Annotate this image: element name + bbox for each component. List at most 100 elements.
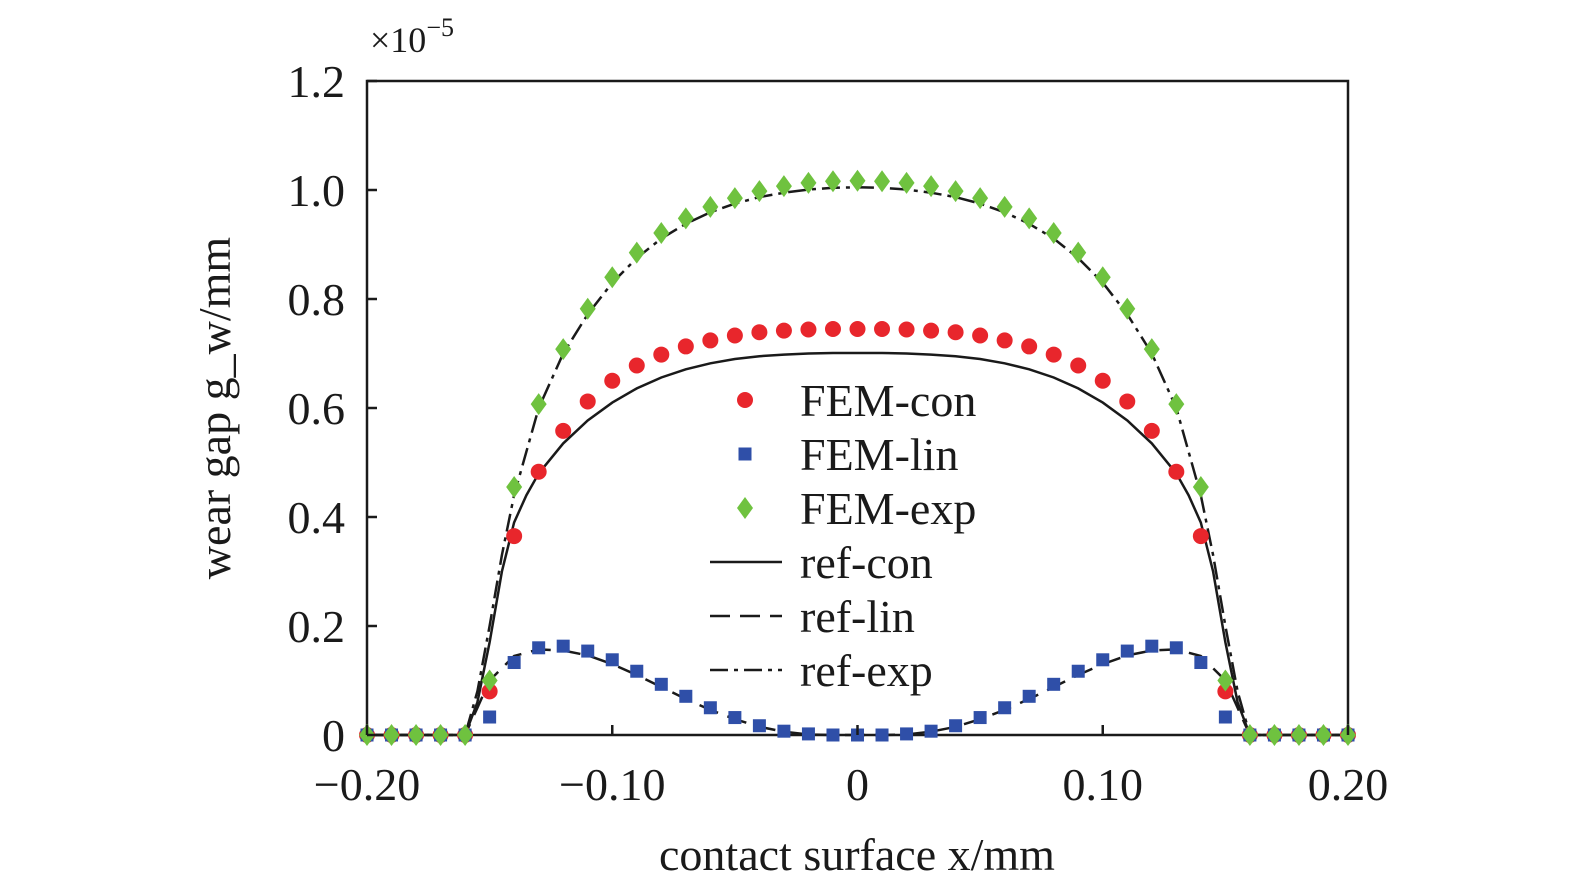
x-tick-label: 0.10 — [1063, 759, 1144, 810]
data-point-FEM-con — [1143, 422, 1160, 439]
data-point-FEM-lin — [1218, 710, 1232, 724]
data-point-FEM-exp — [1168, 393, 1185, 416]
data-point-FEM-exp — [751, 180, 768, 203]
data-point-FEM-exp — [1119, 297, 1136, 320]
data-point-FEM-con — [947, 324, 964, 341]
data-point-FEM-con — [775, 322, 792, 339]
legend-label: FEM-con — [800, 375, 976, 426]
data-point-FEM-exp — [1315, 724, 1332, 746]
data-point-FEM-exp — [457, 724, 474, 746]
y-tick-label: 0 — [322, 710, 345, 761]
data-point-FEM-exp — [1045, 222, 1062, 245]
data-point-FEM-lin — [777, 724, 791, 738]
data-point-FEM-lin — [1169, 641, 1183, 655]
legend-label: ref-lin — [800, 591, 915, 642]
data-point-FEM-con — [1070, 357, 1087, 374]
data-point-FEM-exp — [1192, 476, 1209, 499]
y-tick-label: 0.8 — [288, 274, 346, 325]
data-point-FEM-con — [628, 357, 645, 374]
data-point-FEM-lin — [752, 719, 766, 733]
data-point-FEM-con — [1119, 393, 1136, 410]
data-point-FEM-con — [972, 327, 989, 344]
data-point-FEM-con — [923, 322, 940, 339]
data-point-FEM-exp — [383, 724, 400, 746]
data-point-FEM-lin — [949, 719, 963, 733]
legend-marker-FEM-lin — [738, 447, 752, 461]
legend-item-FEM-exp: FEM-exp — [737, 483, 976, 534]
data-point-FEM-con — [677, 338, 694, 355]
data-point-FEM-lin — [1120, 644, 1134, 658]
data-point-FEM-con — [506, 528, 523, 545]
data-point-FEM-exp — [1266, 724, 1283, 746]
data-point-FEM-con — [1021, 338, 1038, 355]
data-point-FEM-con — [800, 321, 817, 338]
data-point-FEM-exp — [947, 180, 964, 203]
data-point-FEM-lin — [1096, 653, 1110, 667]
data-point-FEM-lin — [654, 677, 668, 691]
y-scale-exponent: −5 — [426, 13, 454, 42]
data-point-FEM-lin — [703, 701, 717, 715]
data-point-FEM-con — [849, 320, 866, 337]
data-point-FEM-lin — [998, 701, 1012, 715]
x-tick-label: 0 — [846, 759, 869, 810]
data-point-FEM-exp — [726, 187, 743, 210]
data-point-FEM-exp — [653, 222, 670, 245]
data-point-FEM-exp — [923, 175, 940, 198]
data-point-FEM-exp — [996, 195, 1013, 218]
data-point-FEM-exp — [432, 724, 449, 746]
data-point-FEM-lin — [826, 728, 840, 742]
y-tick-label: 0.4 — [288, 492, 346, 543]
legend-label: FEM-lin — [800, 429, 958, 480]
data-point-FEM-exp — [1241, 724, 1258, 746]
data-point-FEM-exp — [1290, 724, 1307, 746]
data-point-FEM-exp — [800, 171, 817, 194]
y-tick-label: 1.0 — [288, 165, 346, 216]
data-point-FEM-lin — [875, 728, 889, 742]
legend: FEM-conFEM-linFEM-expref-conref-linref-e… — [710, 375, 976, 696]
x-tick-label: −0.10 — [559, 759, 665, 810]
data-point-FEM-lin — [973, 711, 987, 725]
data-point-FEM-con — [1192, 528, 1209, 545]
data-point-FEM-exp — [1217, 669, 1234, 692]
x-tick-label: 0.20 — [1308, 759, 1389, 810]
data-point-FEM-exp — [824, 170, 841, 193]
legend-marker-FEM-exp — [737, 497, 753, 519]
data-point-FEM-lin — [1194, 656, 1208, 670]
series-line-ref-con — [367, 351, 1348, 737]
data-point-FEM-exp — [1143, 338, 1160, 361]
data-point-FEM-exp — [1094, 266, 1111, 289]
data-point-FEM-con — [702, 332, 719, 349]
data-point-FEM-lin — [1145, 639, 1159, 653]
tick-layer: −0.20 −0.10 0 0.10 0.20 0 0.2 0.4 0.6 0.8 1.0 1.2 — [288, 56, 1389, 810]
data-point-FEM-lin — [924, 724, 938, 738]
data-point-FEM-exp — [874, 170, 891, 193]
data-point-FEM-exp — [506, 476, 523, 499]
data-point-FEM-con — [824, 320, 841, 337]
data-point-FEM-con — [874, 320, 891, 337]
data-point-FEM-exp — [555, 338, 572, 361]
data-point-FEM-exp — [1070, 241, 1087, 264]
y-axis-label: wear gap g_w/mm — [189, 237, 240, 580]
data-point-FEM-con — [1045, 346, 1062, 363]
data-point-FEM-exp — [1021, 207, 1038, 230]
legend-item-ref-con: ref-con — [710, 537, 933, 588]
legend-label: ref-exp — [800, 645, 933, 696]
data-point-FEM-lin — [900, 727, 914, 741]
data-point-FEM-lin — [605, 653, 619, 667]
data-point-FEM-lin — [556, 639, 570, 653]
y-scale-factor: ×10−5 — [370, 13, 454, 60]
data-point-FEM-lin — [1022, 689, 1036, 703]
legend-label: FEM-exp — [800, 483, 976, 534]
data-point-FEM-lin — [1071, 664, 1085, 678]
data-point-FEM-lin — [728, 711, 742, 725]
data-point-FEM-lin — [801, 727, 815, 741]
data-point-FEM-exp — [898, 171, 915, 194]
data-point-FEM-lin — [630, 664, 644, 678]
data-point-FEM-exp — [579, 297, 596, 320]
x-axis-label: contact surface x/mm — [659, 829, 1055, 880]
data-point-FEM-exp — [775, 175, 792, 198]
data-point-FEM-exp — [408, 724, 425, 746]
data-point-FEM-con — [530, 463, 547, 480]
data-point-FEM-con — [1094, 372, 1111, 389]
